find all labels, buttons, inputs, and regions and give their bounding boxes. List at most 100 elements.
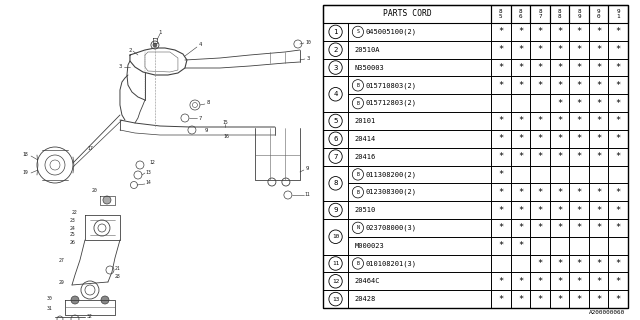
Circle shape — [103, 196, 111, 204]
Bar — [491, 5, 511, 23]
Text: *: * — [557, 152, 562, 161]
Text: *: * — [596, 295, 602, 304]
Text: *: * — [499, 188, 504, 197]
Text: *: * — [499, 295, 504, 304]
Bar — [570, 41, 589, 59]
Text: 30: 30 — [47, 295, 53, 300]
Text: *: * — [616, 116, 621, 125]
Text: 14: 14 — [145, 180, 151, 186]
Bar — [570, 5, 589, 23]
Bar — [323, 59, 348, 76]
Text: *: * — [518, 223, 523, 232]
Bar — [570, 23, 589, 41]
Text: *: * — [538, 45, 543, 54]
Text: A200000060: A200000060 — [589, 310, 625, 315]
Text: 20: 20 — [92, 188, 98, 193]
Bar — [550, 272, 570, 290]
Text: *: * — [538, 63, 543, 72]
Bar — [348, 94, 491, 112]
Text: B: B — [356, 83, 360, 88]
Text: 3: 3 — [333, 65, 338, 70]
Text: *: * — [557, 295, 562, 304]
Text: 32: 32 — [87, 314, 93, 318]
Text: *: * — [577, 63, 582, 72]
Bar — [530, 23, 550, 41]
Text: *: * — [518, 188, 523, 197]
Text: *: * — [616, 28, 621, 36]
Bar — [609, 183, 628, 201]
Bar — [550, 255, 570, 272]
Bar — [589, 272, 609, 290]
Text: *: * — [596, 63, 602, 72]
Text: 2: 2 — [333, 47, 338, 53]
Text: *: * — [616, 63, 621, 72]
Text: *: * — [577, 188, 582, 197]
Bar — [609, 237, 628, 255]
Text: *: * — [596, 259, 602, 268]
Bar — [589, 112, 609, 130]
Text: PARTS CORD: PARTS CORD — [383, 10, 431, 19]
Bar — [570, 112, 589, 130]
Text: *: * — [538, 134, 543, 143]
Text: 10: 10 — [305, 39, 311, 44]
Text: *: * — [538, 223, 543, 232]
Text: *: * — [577, 81, 582, 90]
Text: 20510: 20510 — [355, 207, 376, 213]
Bar — [609, 59, 628, 76]
Bar — [570, 76, 589, 94]
Text: *: * — [557, 277, 562, 286]
Bar — [348, 76, 491, 94]
Text: 9: 9 — [204, 127, 207, 132]
Bar — [491, 237, 511, 255]
Bar — [609, 5, 628, 23]
Bar — [530, 148, 550, 165]
Bar — [491, 112, 511, 130]
Text: 17: 17 — [87, 146, 93, 150]
Text: *: * — [499, 81, 504, 90]
Text: *: * — [557, 188, 562, 197]
Bar — [511, 148, 530, 165]
Bar — [348, 183, 491, 201]
Text: *: * — [596, 99, 602, 108]
Bar — [550, 219, 570, 237]
Text: *: * — [577, 152, 582, 161]
Bar — [609, 41, 628, 59]
Text: 7: 7 — [198, 116, 202, 121]
Text: *: * — [557, 205, 562, 214]
Text: *: * — [499, 277, 504, 286]
Bar — [348, 255, 491, 272]
Bar — [491, 41, 511, 59]
Bar — [323, 165, 348, 201]
Text: *: * — [518, 63, 523, 72]
Bar — [511, 112, 530, 130]
Bar — [609, 94, 628, 112]
Text: *: * — [616, 134, 621, 143]
Text: 16: 16 — [223, 133, 228, 139]
Bar — [491, 272, 511, 290]
Text: 5: 5 — [333, 118, 338, 124]
Text: 25: 25 — [70, 233, 76, 237]
Bar — [348, 165, 491, 183]
Text: 26: 26 — [70, 241, 76, 245]
Circle shape — [101, 296, 109, 304]
Text: 1: 1 — [158, 29, 161, 35]
Bar — [323, 5, 491, 23]
Text: *: * — [518, 28, 523, 36]
Text: 20428: 20428 — [355, 296, 376, 302]
Bar — [589, 130, 609, 148]
Text: *: * — [499, 63, 504, 72]
Text: 6: 6 — [333, 136, 338, 142]
Text: 11: 11 — [304, 193, 310, 197]
Text: *: * — [616, 223, 621, 232]
Text: *: * — [518, 277, 523, 286]
Bar — [323, 255, 348, 272]
Bar — [530, 94, 550, 112]
Bar — [589, 201, 609, 219]
Text: *: * — [518, 81, 523, 90]
Bar — [550, 183, 570, 201]
Text: *: * — [557, 134, 562, 143]
Text: 011308200(2): 011308200(2) — [365, 171, 417, 178]
Text: *: * — [518, 134, 523, 143]
Text: 3: 3 — [307, 55, 310, 60]
Bar — [589, 76, 609, 94]
